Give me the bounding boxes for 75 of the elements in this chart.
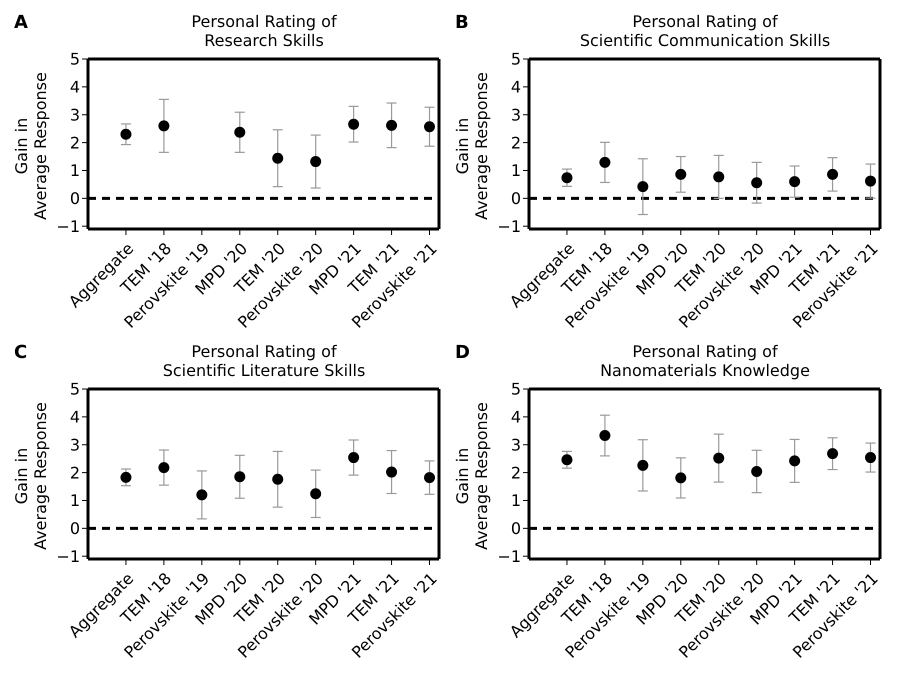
point (348, 452, 360, 464)
point (348, 118, 360, 130)
y-axis-title: Gain in Average Response (453, 72, 492, 220)
point (827, 448, 838, 460)
chart-title: Personal Rating of Scientific Communication Skills (578, 12, 832, 50)
y-tick-label: 0 (510, 189, 521, 208)
point (424, 121, 436, 132)
text: D (455, 342, 470, 363)
point (675, 472, 686, 484)
y-tick-label: 1 (510, 161, 521, 180)
y-tick-label: 2 (510, 463, 521, 482)
point (424, 472, 436, 484)
point (599, 430, 610, 442)
y-tick-label: 3 (70, 105, 80, 124)
point (310, 488, 322, 500)
chart-title: Personal Rating of Nanomaterials Knowledge (599, 342, 811, 380)
y-tick-label: −1 (56, 216, 80, 236)
y-tick-label: 2 (70, 133, 80, 152)
point (865, 452, 876, 464)
point (637, 460, 648, 471)
point (196, 489, 208, 500)
y-axis-title: Gain in Average Response (12, 402, 50, 550)
point (789, 176, 800, 188)
point (599, 156, 610, 168)
point (637, 181, 648, 192)
y-tick-label: −1 (56, 546, 80, 566)
point (234, 471, 246, 482)
y-tick-label: 5 (70, 380, 80, 399)
point (827, 168, 838, 180)
y-tick-label: 0 (70, 189, 80, 208)
y-tick-label: 4 (70, 78, 80, 97)
y-tick-label: 4 (70, 408, 80, 427)
text: C (14, 342, 28, 363)
point (158, 462, 170, 474)
point (789, 455, 800, 466)
point (675, 168, 686, 180)
y-tick-label: 5 (70, 50, 80, 69)
point (120, 128, 132, 140)
y-tick-label: 1 (510, 491, 521, 510)
y-tick-label: 5 (510, 50, 521, 69)
y-tick-label: 1 (70, 161, 80, 180)
point (158, 120, 170, 132)
y-tick-label: 2 (510, 133, 521, 152)
y-tick-label: 1 (70, 491, 80, 510)
y-axis-title: Gain in Average Response (12, 72, 50, 220)
point (751, 177, 762, 188)
point (272, 152, 284, 164)
y-tick-label: 0 (70, 519, 80, 538)
point (865, 176, 876, 187)
point (561, 454, 572, 466)
chart-title: Personal Rating of Research Skills (190, 12, 338, 50)
y-tick-label: 3 (510, 435, 521, 454)
y-tick-label: 5 (510, 380, 521, 399)
y-tick-label: 0 (510, 519, 521, 538)
chart-title: Personal Rating of Scientific Literature Skills (162, 342, 366, 380)
y-tick-label: 3 (510, 105, 521, 124)
point (751, 466, 762, 477)
y-tick-label: −1 (497, 216, 521, 236)
y-tick-label: 2 (70, 463, 80, 482)
point (386, 466, 398, 478)
y-tick-label: 4 (510, 408, 521, 427)
y-tick-label: −1 (497, 546, 521, 566)
point (713, 171, 724, 182)
point (561, 172, 572, 184)
point (272, 474, 284, 485)
point (234, 126, 246, 138)
point (310, 156, 322, 168)
y-tick-label: 4 (510, 78, 521, 97)
y-axis-title: Gain in Average Response (453, 402, 492, 550)
point (120, 472, 132, 483)
point (713, 452, 724, 464)
point (386, 120, 398, 131)
text: A (14, 12, 28, 33)
text: B (455, 12, 469, 33)
y-tick-label: 3 (70, 435, 80, 454)
